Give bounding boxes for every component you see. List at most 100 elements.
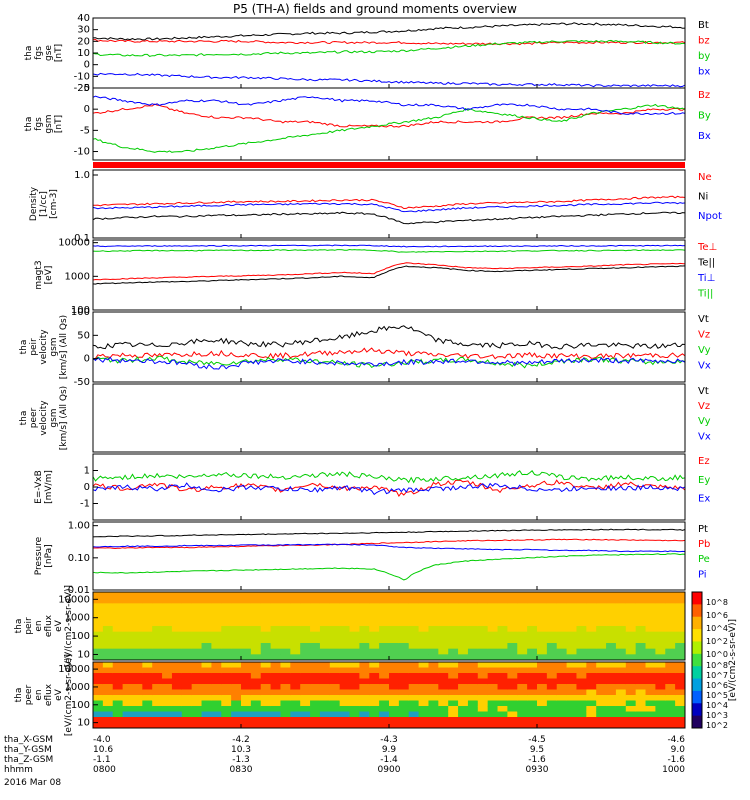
- spectrogram-cell: [93, 614, 104, 621]
- spectrogram-cell: [635, 678, 647, 685]
- spectrogram-cell: [546, 700, 558, 707]
- spectrogram-cell: [398, 620, 410, 627]
- spectrogram-cell: [329, 592, 341, 599]
- spectrogram-cell: [201, 689, 212, 696]
- spectrogram-cell: [359, 597, 370, 604]
- spectrogram-cell: [241, 706, 252, 712]
- spectrogram-cell: [359, 662, 370, 668]
- y-tick-label: -1: [80, 499, 90, 510]
- spectrogram-cell: [329, 684, 341, 690]
- spectrogram-cell: [270, 706, 281, 712]
- spectrogram-cell: [181, 603, 193, 610]
- spectrogram-cell: [527, 631, 538, 638]
- spectrogram-cell: [448, 631, 459, 638]
- spectrogram-cell: [398, 662, 410, 668]
- spectrogram-cell: [211, 597, 222, 604]
- spectrogram-cell: [191, 711, 203, 718]
- spectrogram-cell: [280, 609, 291, 616]
- spectrogram-cell: [546, 711, 558, 718]
- spectrogram-cell: [191, 695, 203, 701]
- spectrogram-cell: [152, 609, 163, 616]
- spectrogram-cell: [625, 592, 637, 599]
- series-line-Vy: [92, 355, 686, 369]
- spectrogram-cell: [546, 695, 558, 701]
- spectrogram-cell: [379, 689, 390, 696]
- spectrogram-cell: [191, 700, 203, 707]
- spectrogram-cell: [398, 637, 410, 644]
- spectrogram-cell: [102, 609, 114, 616]
- spectrogram-cell: [665, 597, 676, 604]
- spectrogram-cell: [527, 648, 538, 655]
- spectrogram-cell: [655, 695, 666, 701]
- spectrogram-cell: [398, 673, 410, 679]
- spectrogram-cell: [211, 609, 222, 616]
- spectrogram-cell: [280, 597, 291, 604]
- spectrogram-cell: [477, 631, 489, 638]
- spectrogram-cell: [675, 695, 686, 701]
- spectrogram-cell: [369, 673, 380, 679]
- spectrogram-cell: [122, 631, 133, 638]
- spectrogram-cell: [655, 689, 666, 696]
- spectrogram-cell: [112, 700, 124, 707]
- spectrogram-cell: [477, 706, 489, 712]
- spectrogram-cell: [458, 637, 469, 644]
- spectrogram-cell: [122, 673, 133, 679]
- spectrogram-cell: [359, 722, 370, 729]
- spectrogram-cell: [675, 722, 686, 729]
- ephemeris-value: -4.6: [667, 735, 685, 745]
- spectrogram-cell: [596, 654, 607, 661]
- spectrogram-cell: [201, 620, 212, 627]
- spectrogram-cell: [191, 717, 203, 723]
- spectrogram-cell: [477, 722, 489, 729]
- y-tick-label: 100: [71, 305, 90, 316]
- spectrogram-cell: [507, 597, 518, 604]
- spectrogram-cell: [556, 603, 568, 610]
- spectrogram-cell: [398, 722, 410, 729]
- spectrogram-cell: [211, 678, 222, 685]
- spectrogram-cell: [458, 620, 469, 627]
- spectrogram-cell: [122, 689, 133, 696]
- spectrogram-cell: [487, 662, 499, 668]
- spectrogram-cell: [132, 603, 143, 610]
- spectrogram-cell: [191, 689, 203, 696]
- spectrogram-cell: [586, 592, 597, 599]
- spectrogram-cell: [645, 667, 656, 674]
- spectrogram-cell: [625, 643, 637, 650]
- spectrogram-cell: [665, 667, 676, 674]
- spectrogram-cell: [112, 706, 124, 712]
- spectrogram-cell: [122, 592, 133, 599]
- spectrogram-cell: [152, 643, 163, 650]
- spectrogram-cell: [231, 620, 242, 627]
- spectrogram-cell: [329, 722, 341, 729]
- spectrogram-cell: [93, 662, 104, 668]
- spectrogram-cell: [379, 711, 390, 718]
- spectrogram-cell: [438, 706, 449, 712]
- y-tick-label: -10: [74, 71, 90, 82]
- spectrogram-cell: [221, 637, 232, 644]
- spectrogram-cell: [181, 706, 193, 712]
- spectrogram-cell: [546, 654, 558, 661]
- spectrogram-cell: [171, 678, 183, 685]
- spectrogram-cell: [280, 667, 291, 674]
- spectrogram-cell: [280, 684, 291, 690]
- spectrogram-cell: [606, 592, 617, 599]
- spectrogram-cell: [527, 654, 538, 661]
- y-axis-label-line: E=-VxB: [34, 470, 44, 504]
- spectrogram-cell: [645, 689, 656, 696]
- spectrogram-cell: [280, 662, 291, 668]
- spectrogram-cell: [162, 695, 173, 701]
- spectrogram-cell: [290, 700, 301, 707]
- spectrogram-cell: [300, 592, 311, 599]
- spectrogram-cell: [369, 654, 380, 661]
- spectrogram-cell: [329, 711, 341, 718]
- spectrogram-cell: [398, 667, 410, 674]
- spectrogram-cell: [112, 620, 124, 627]
- spectrogram-cell: [625, 614, 637, 621]
- spectrogram-cell: [122, 700, 133, 707]
- spectrogram-cell: [448, 637, 459, 644]
- spectrogram-cell: [300, 700, 311, 707]
- spectrogram-cell: [477, 684, 489, 690]
- spectrogram-cell: [231, 678, 242, 685]
- spectrogram-cell: [241, 648, 252, 655]
- legend-entry: Vz: [698, 330, 710, 341]
